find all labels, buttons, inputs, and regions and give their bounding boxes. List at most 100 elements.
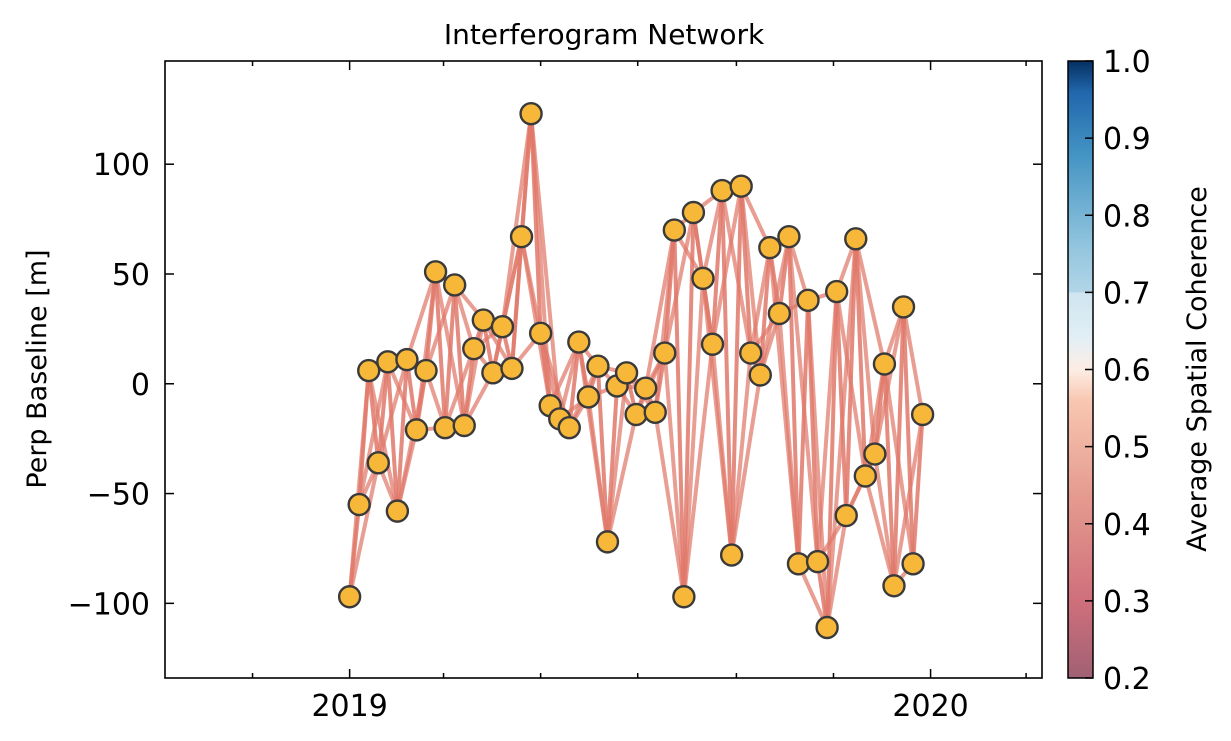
- network-edge: [863, 475, 896, 587]
- acquisition-point: [567, 330, 591, 354]
- network-edge: [729, 374, 763, 556]
- acquisition-point: [863, 442, 887, 466]
- acquisition-point: [347, 492, 371, 517]
- network-edge: [605, 414, 639, 543]
- network-edge: [405, 271, 438, 361]
- acquisition-point: [452, 413, 476, 438]
- network-edge: [500, 113, 534, 327]
- acquisition-point: [481, 361, 505, 385]
- y-axis: −100 −50 0 50 100: [68, 148, 1042, 622]
- acquisition-point: [633, 376, 658, 400]
- acquisition-point: [824, 279, 849, 304]
- network-edge: [672, 230, 686, 597]
- network-edge: [443, 347, 476, 429]
- network-edge: [710, 190, 725, 345]
- acquisition-point: [910, 402, 935, 427]
- acquisition-point: [777, 224, 801, 249]
- network-edge: [891, 306, 906, 586]
- acquisition-point: [691, 266, 715, 291]
- acquisition-point: [710, 178, 734, 203]
- acquisition-point: [672, 585, 696, 609]
- network-edge: [710, 185, 744, 345]
- acquisition-point: [662, 218, 687, 242]
- network-edge: [825, 291, 839, 628]
- acquisition-point: [739, 341, 763, 365]
- acquisition-point: [719, 543, 744, 567]
- y-tick-label: 50: [112, 258, 150, 293]
- plot-area: [164, 60, 1043, 679]
- acquisition-point: [834, 503, 858, 528]
- acquisition-point: [853, 464, 878, 488]
- colorbar: 0.2 0.3 0.4 0.5 0.6 0.7 0.8 0.9 1.0: [1067, 45, 1151, 697]
- acquisition-point: [805, 549, 830, 574]
- network-edge: [662, 352, 686, 597]
- network-edge: [901, 306, 916, 564]
- acquisition-point: [433, 415, 457, 440]
- acquisition-points: [337, 101, 935, 640]
- colorbar-tick-label: 0.2: [1103, 662, 1151, 697]
- network-edge: [404, 359, 419, 431]
- network-edge: [529, 113, 562, 420]
- y-tick-label: 0: [131, 368, 150, 403]
- colorbar-tick-label: 0.5: [1103, 431, 1151, 466]
- acquisition-point: [786, 552, 811, 576]
- acquisition-point: [614, 361, 639, 385]
- acquisition-point: [653, 341, 677, 365]
- acquisition-point: [624, 402, 648, 427]
- acquisition-point: [366, 451, 390, 475]
- network-edge: [385, 361, 419, 431]
- network-edge: [662, 229, 677, 354]
- acquisition-point: [519, 101, 543, 126]
- network-edge: [385, 361, 400, 512]
- acquisition-point: [796, 288, 820, 313]
- acquisition-point: [404, 418, 429, 442]
- network-edge: [452, 284, 467, 426]
- colorbar-tick-label: 0.3: [1103, 585, 1151, 620]
- network-edge: [653, 412, 686, 598]
- acquisition-point: [872, 352, 897, 376]
- network-edge: [424, 271, 438, 371]
- network-edge: [605, 372, 629, 543]
- colorbar-tick-label: 1.0: [1103, 45, 1151, 80]
- acquisition-point: [423, 260, 448, 284]
- acquisition-point: [509, 224, 534, 249]
- x-tick-label: 2019: [311, 689, 387, 724]
- acquisition-point: [357, 358, 381, 383]
- acquisition-point: [815, 615, 839, 640]
- network-edge: [462, 319, 486, 426]
- x-axis: 2019 2020: [251, 61, 1027, 724]
- network-edge: [701, 190, 725, 279]
- colorbar-label: Average Spatial Coherence: [1182, 186, 1213, 552]
- acquisition-point: [767, 301, 792, 326]
- acquisition-point: [576, 385, 601, 409]
- network-edge: [443, 284, 457, 428]
- colorbar-tick-label: 0.9: [1103, 122, 1151, 157]
- acquisition-point: [700, 332, 725, 356]
- network-edge: [872, 306, 906, 455]
- chart-title: Interferogram Network: [444, 18, 765, 51]
- colorbar-tick-label: 0.8: [1103, 199, 1151, 234]
- network-edge: [357, 370, 371, 505]
- acquisition-point: [891, 295, 916, 319]
- network-edge: [662, 212, 696, 354]
- acquisition-point: [395, 347, 419, 372]
- acquisition-point: [337, 585, 362, 609]
- network-edge: [892, 414, 925, 587]
- network-edge: [395, 359, 409, 512]
- acquisition-point: [595, 530, 620, 554]
- acquisition-point: [471, 308, 496, 332]
- network-edge: [882, 363, 896, 586]
- y-tick-label: −50: [87, 478, 150, 513]
- network-edge: [433, 271, 448, 428]
- acquisition-point: [490, 314, 515, 339]
- network-edge: [844, 238, 858, 516]
- network-edge: [834, 291, 849, 516]
- network-edge: [786, 236, 801, 564]
- network-edge: [853, 238, 877, 455]
- acquisition-point: [882, 574, 906, 598]
- acquisition-point: [528, 321, 553, 345]
- colorbar-tick-label: 0.4: [1103, 508, 1151, 543]
- y-axis-label: Perp Baseline [m]: [22, 249, 53, 488]
- acquisition-point: [414, 358, 438, 383]
